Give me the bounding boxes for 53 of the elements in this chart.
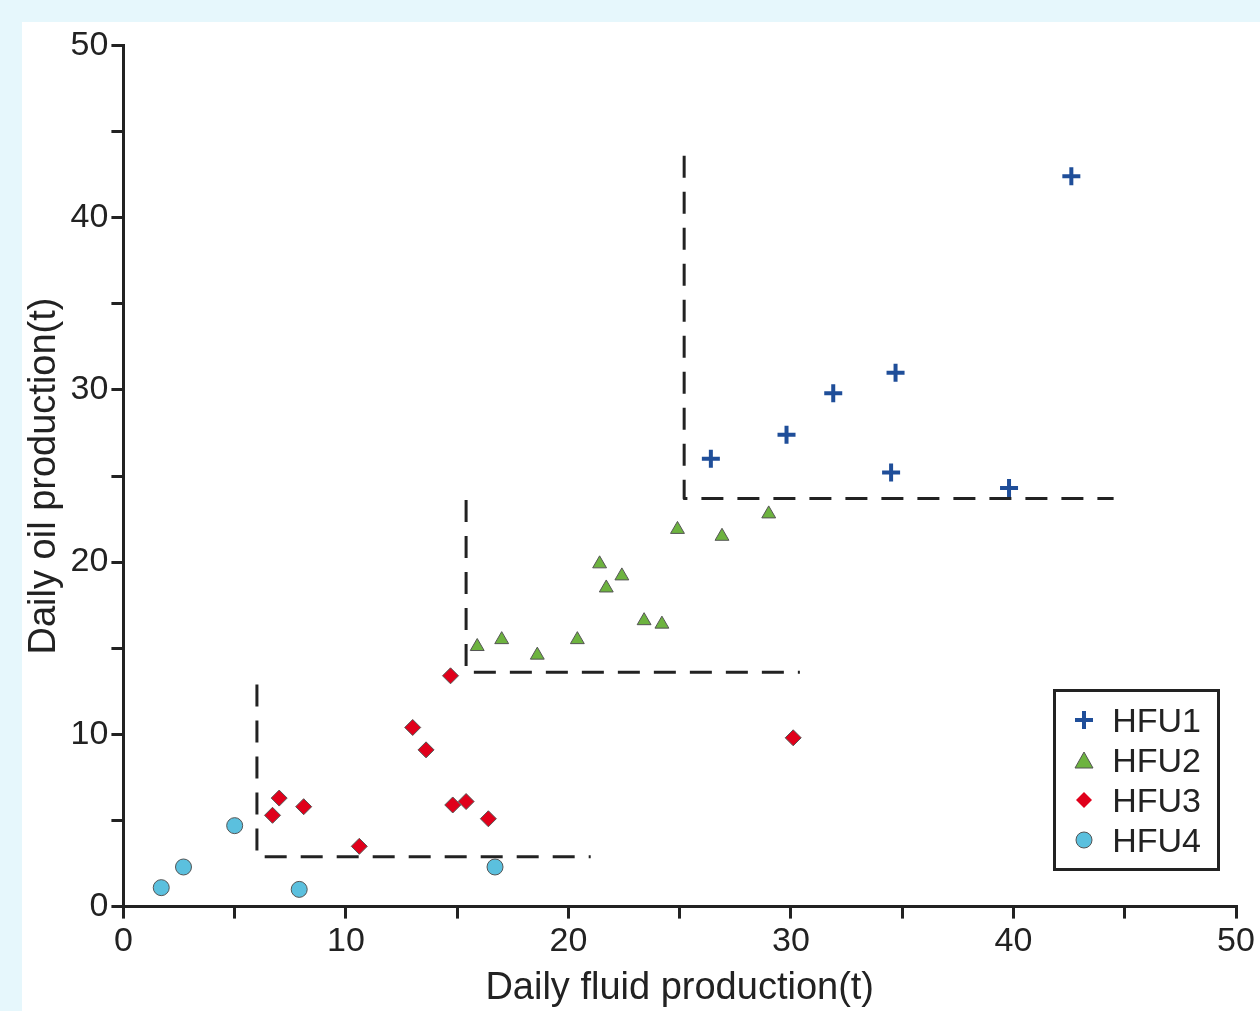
x-tick-label: 40 xyxy=(994,920,1033,959)
point xyxy=(880,461,903,484)
point xyxy=(417,741,435,759)
point xyxy=(264,806,281,824)
x-tick-label: 20 xyxy=(549,920,588,959)
point xyxy=(775,423,798,446)
x-tick-label: 10 xyxy=(327,920,365,959)
x-tick-label: 50 xyxy=(1217,920,1255,959)
y-tick-label: 50 xyxy=(70,23,109,62)
legend-label: HFU3 xyxy=(1112,780,1201,820)
point xyxy=(654,615,670,629)
point xyxy=(270,789,288,807)
point xyxy=(486,858,504,876)
point xyxy=(469,638,485,652)
x-tick-label: 30 xyxy=(772,920,810,959)
legend-label: HFU1 xyxy=(1112,700,1201,740)
point xyxy=(479,810,497,828)
point xyxy=(295,798,313,816)
point xyxy=(226,817,244,835)
y-tick-label: 10 xyxy=(70,712,109,751)
point xyxy=(784,729,802,747)
point xyxy=(699,447,722,470)
point xyxy=(457,793,475,811)
point xyxy=(714,527,730,541)
y-tick-label: 0 xyxy=(89,884,109,923)
y-tick-label: 20 xyxy=(70,540,109,579)
x-tick-label: 0 xyxy=(113,920,133,959)
point xyxy=(569,631,585,645)
point xyxy=(998,477,1021,500)
point xyxy=(636,612,652,626)
point xyxy=(592,555,608,569)
point xyxy=(175,858,192,876)
y-tick-label: 30 xyxy=(70,368,109,407)
point xyxy=(670,520,685,534)
point xyxy=(614,567,630,581)
point xyxy=(822,382,845,405)
point xyxy=(529,646,545,660)
point xyxy=(404,718,422,736)
point xyxy=(884,361,907,384)
y-tick-label: 40 xyxy=(70,196,109,235)
point xyxy=(350,837,368,855)
point xyxy=(152,879,170,897)
point xyxy=(442,667,460,685)
point xyxy=(290,880,308,898)
y-axis-title: Daily oil production(t) xyxy=(21,297,64,655)
point xyxy=(598,579,614,593)
legend-label: HFU4 xyxy=(1112,820,1201,860)
x-axis-title: Daily fluid production(t) xyxy=(485,964,875,1007)
legend-label: HFU2 xyxy=(1112,740,1201,780)
point xyxy=(444,796,462,814)
point xyxy=(761,505,777,519)
point xyxy=(494,631,510,645)
point xyxy=(1060,165,1083,188)
